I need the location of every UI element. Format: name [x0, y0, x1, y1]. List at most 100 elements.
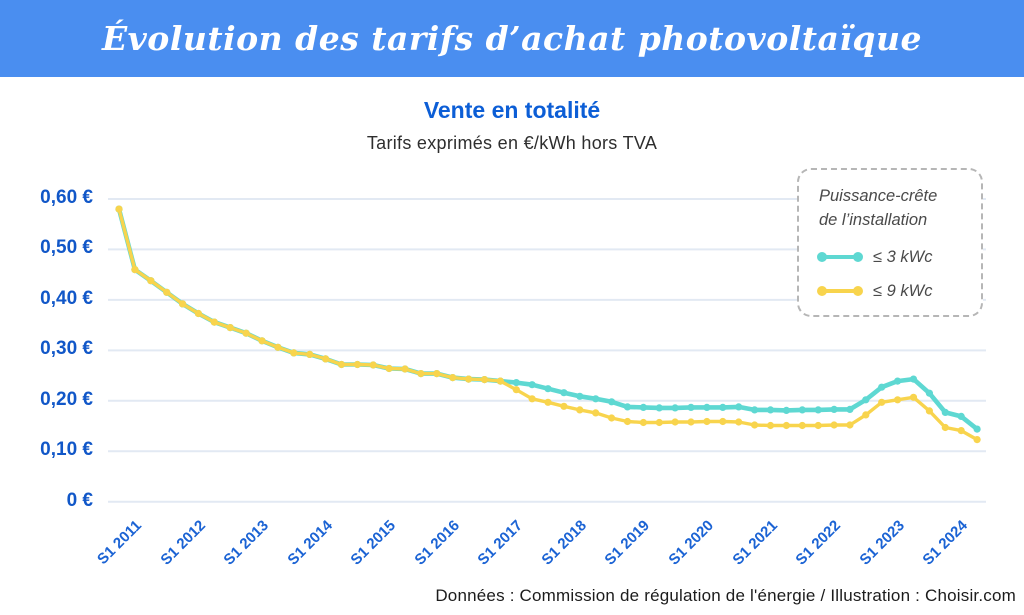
data-point: [210, 318, 218, 326]
data-point: [719, 403, 727, 411]
legend-entries: ≤ 3 kWc ≤ 9 kWc: [817, 247, 971, 301]
y-axis-label: 0,50 €: [40, 237, 93, 259]
data-point: [496, 377, 504, 385]
data-point: [671, 404, 679, 412]
data-point: [735, 403, 743, 411]
data-point: [465, 375, 473, 383]
legend-entry-label: ≤ 3 kWc: [873, 247, 933, 266]
data-point: [623, 403, 632, 411]
chart-title: Vente en totalité: [423, 97, 601, 123]
data-point: [782, 406, 791, 414]
data-point: [862, 396, 870, 404]
legend-box: Puissance-crête de l’installation ≤ 3 kW…: [797, 168, 983, 317]
data-point: [957, 412, 965, 420]
data-point: [703, 417, 711, 426]
data-point: [385, 364, 393, 373]
data-point: [449, 374, 457, 382]
data-point: [163, 288, 171, 296]
data-point: [846, 421, 854, 429]
data-point: [751, 406, 759, 414]
chart-subtitle: Tarifs exprimés en €/kWh hors TVA: [366, 133, 658, 153]
y-axis-label: 0 €: [66, 489, 93, 511]
data-point: [115, 205, 123, 213]
data-point: [639, 403, 648, 411]
data-point: [925, 407, 934, 415]
data-point: [687, 403, 695, 411]
data-point: [798, 406, 806, 414]
legend-entry: ≤ 9 kWc: [817, 282, 971, 301]
data-point: [909, 375, 918, 383]
data-point: [973, 436, 981, 444]
data-point: [512, 386, 520, 394]
data-point: [512, 379, 520, 387]
data-point: [417, 370, 425, 378]
y-axis-label: 0,10 €: [40, 439, 93, 461]
legend-entry: ≤ 3 kWc: [817, 247, 971, 267]
data-point: [576, 392, 584, 400]
data-point: [369, 361, 377, 369]
data-point: [147, 277, 155, 285]
page-title: Évolution des tarifs d’achat photovoltaï…: [101, 19, 922, 58]
data-point: [337, 360, 346, 369]
data-point: [766, 406, 775, 414]
data-point: [751, 421, 759, 429]
data-point: [194, 309, 202, 318]
data-point: [306, 350, 314, 358]
data-point: [592, 409, 600, 417]
y-axis-label: 0,30 €: [40, 338, 93, 360]
data-point: [560, 402, 568, 410]
data-source-credit: Données : Commission de régulation de l'…: [435, 586, 1016, 605]
data-point: [703, 403, 711, 411]
data-point: [894, 377, 902, 385]
y-axis-label: 0,40 €: [40, 287, 93, 309]
data-point: [528, 381, 536, 389]
data-point: [846, 405, 854, 413]
data-point: [766, 421, 775, 430]
legend-title-line2: de l’installation: [819, 210, 928, 229]
data-point: [353, 360, 361, 369]
data-point: [735, 418, 743, 426]
data-point: [925, 389, 934, 397]
legend-title: Puissance-crête de l’installation: [819, 185, 971, 233]
legend-title-line1: Puissance-crête: [819, 187, 938, 205]
data-point: [687, 418, 695, 426]
header-banner: Évolution des tarifs d’achat photovoltaï…: [0, 0, 1024, 77]
data-point: [798, 421, 806, 430]
data-point: [909, 393, 918, 401]
data-point: [544, 385, 552, 393]
data-point: [258, 337, 266, 345]
data-point: [782, 421, 791, 430]
data-point: [719, 417, 727, 426]
data-point: [322, 355, 330, 363]
data-point: [608, 414, 616, 422]
data-point: [576, 406, 584, 414]
data-point: [671, 418, 679, 426]
data-point: [242, 329, 250, 337]
legend-line-swatch: [817, 286, 863, 297]
data-point: [528, 395, 536, 403]
data-point: [401, 365, 409, 373]
data-point: [894, 396, 902, 404]
data-point: [830, 421, 838, 429]
y-axis-label: 0,60 €: [40, 187, 93, 208]
data-point: [655, 404, 663, 412]
data-point: [941, 408, 949, 416]
data-point: [941, 423, 949, 432]
data-point: [480, 376, 489, 384]
data-point: [814, 406, 822, 414]
data-point: [862, 411, 870, 419]
data-point: [973, 425, 981, 433]
data-point: [623, 417, 632, 426]
data-point: [639, 418, 648, 427]
data-point: [131, 266, 139, 274]
data-point: [878, 398, 886, 406]
data-point: [560, 389, 568, 397]
data-point: [179, 300, 187, 308]
data-point: [290, 349, 298, 357]
data-point: [274, 343, 282, 351]
data-point: [544, 398, 552, 406]
legend-line-swatch: [817, 252, 863, 263]
data-point: [592, 395, 600, 403]
data-point: [830, 405, 838, 413]
y-axis-label: 0,20 €: [40, 388, 93, 410]
